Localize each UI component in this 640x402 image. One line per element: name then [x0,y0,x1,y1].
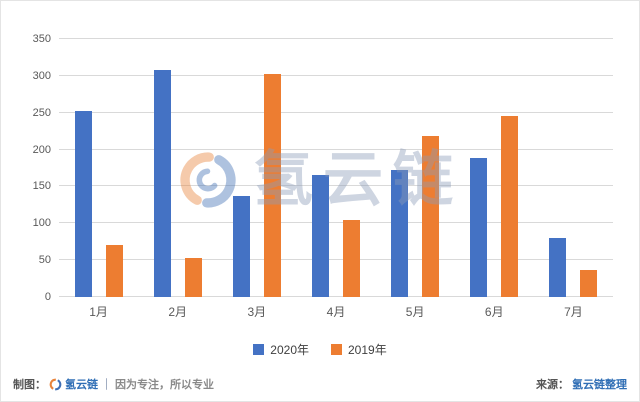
legend-swatch [331,344,342,355]
footer: 制图： 氢云链 ｜ 因为专注，所以专业 来源： 氢云链整理 [1,375,639,393]
gridline [59,296,613,297]
footer-right: 来源： 氢云链整理 [536,376,627,392]
gridline [59,148,613,150]
x-tick-label: 3月 [247,305,267,319]
bar-group-6月 [455,39,534,297]
maker-slogan: 因为专注，所以专业 [115,379,214,391]
bar-group-2月 [138,39,217,297]
bar-group-1月 [59,39,138,297]
y-axis: 0 50 100 150 200 250 300 350 [17,33,51,303]
source-brand: 氢云链整理 [572,379,627,391]
bar-2020年-7月 [549,238,567,297]
y-tick-label: 100 [32,217,51,230]
maker-brand: 氢云链 [65,379,98,391]
legend-label: 2020年 [270,343,309,357]
plot-area [59,38,613,297]
bar-2019年-4月 [342,219,360,297]
gridline [59,259,613,261]
y-tick-label: 350 [32,33,51,45]
gridline [59,111,613,113]
gridline [59,185,613,187]
x-tick-label: 1月 [89,305,108,319]
y-tick-label: 250 [32,106,51,119]
x-tick-label: 2月 [168,305,188,319]
bar-2019年-5月 [422,136,440,297]
bar-2020年-1月 [74,110,92,297]
bar-2019年-6月 [501,115,519,297]
y-tick-label: 300 [32,69,51,82]
footer-left: 制图： 氢云链 ｜ 因为专注，所以专业 [13,376,214,392]
y-tick-label: 150 [32,180,51,193]
legend-label: 2019年 [348,343,387,357]
y-tick-label: 200 [32,143,51,156]
legend-item-2020年: 2020年 [253,341,309,358]
gridline [59,222,613,224]
maker-label: 制图： [13,379,46,391]
bar-groups [59,39,613,297]
maker-separator: ｜ [101,379,112,391]
x-tick-label: 6月 [484,305,504,319]
legend-item-2019年: 2019年 [331,341,387,358]
bar-2019年-3月 [263,73,281,297]
bar-group-7月 [534,39,613,297]
y-tick-label: 50 [38,254,51,267]
legend: 2020年 2019年 [1,341,639,358]
bar-group-4月 [296,39,375,297]
bar-2019年-2月 [184,257,202,297]
legend-swatch [253,344,265,355]
source-label: 来源： [536,379,569,391]
bar-2019年-1月 [105,245,123,297]
maker-logo-icon [49,378,62,391]
x-tick-label: 5月 [405,305,425,319]
bar-2020年-4月 [311,174,329,297]
bar-group-5月 [376,39,455,297]
bar-2020年-2月 [153,69,171,297]
x-tick-label: 7月 [564,305,583,319]
bar-2020年-6月 [470,157,488,297]
x-tick-label: 4月 [326,305,346,319]
bar-2020年-3月 [232,196,250,297]
gridline [59,38,613,39]
bar-group-3月 [217,39,296,297]
gridline [59,74,613,76]
bar-2020年-5月 [391,170,409,297]
bar-2019年-7月 [580,269,598,297]
x-axis: 1月 2月 3月 4月 5月 6月 7月 [59,303,613,320]
y-tick-label: 0 [44,291,51,303]
